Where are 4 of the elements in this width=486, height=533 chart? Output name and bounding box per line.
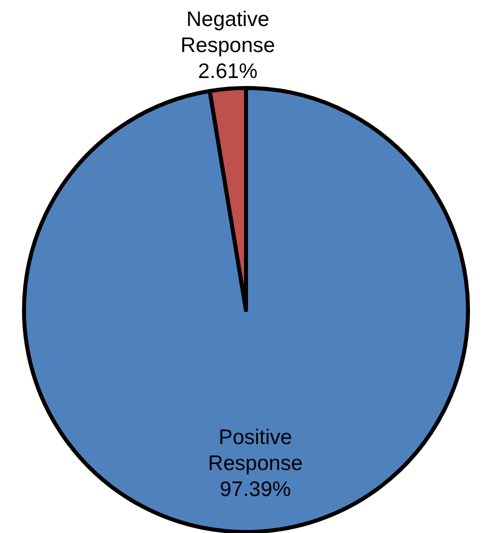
data-label: 2.61% [198, 60, 258, 84]
data-label: 97.39% [220, 478, 291, 502]
slice-label: Negative Response [180, 8, 276, 58]
slice-label: Positive Response [208, 426, 303, 476]
